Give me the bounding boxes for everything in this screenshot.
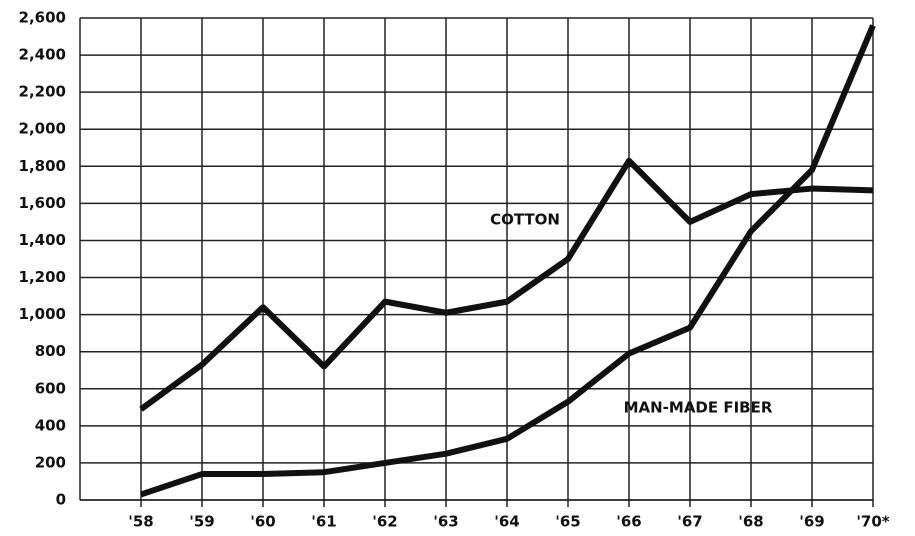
y-tick-label: 1,800: [19, 157, 66, 175]
x-tick-label: '60: [250, 513, 275, 531]
y-tick-label: 2,400: [19, 46, 66, 64]
x-tick-label: '70*: [856, 513, 889, 531]
x-tick-label: '64: [494, 513, 519, 531]
y-tick-label: 1,200: [19, 268, 66, 286]
y-tick-label: 1,600: [19, 194, 66, 212]
series-line: [139, 157, 874, 412]
x-tick-label: '66: [616, 513, 641, 531]
x-tick-label: '59: [189, 513, 214, 531]
y-tick-label: 2,000: [19, 120, 66, 138]
y-tick-label: 2,600: [19, 9, 66, 27]
series-line: [140, 24, 876, 498]
y-tick-label: 800: [35, 342, 66, 360]
x-tick-label: '68: [738, 513, 763, 531]
y-tick-label: 0: [56, 491, 66, 509]
series-label: MAN-MADE FIBER: [624, 399, 773, 417]
x-tick-label: '62: [372, 513, 397, 531]
y-tick-label: 1,000: [19, 305, 66, 323]
x-tick-label: '63: [433, 513, 458, 531]
x-tick-label: '58: [128, 513, 153, 531]
y-tick-label: 2,200: [19, 83, 66, 101]
y-tick-label: 600: [35, 379, 66, 397]
x-tick-label: '61: [311, 513, 336, 531]
y-tick-label: 400: [35, 416, 66, 434]
x-tick-label: '69: [799, 513, 824, 531]
series-label: COTTON: [490, 211, 560, 229]
x-tick-label: '67: [677, 513, 702, 531]
y-tick-label: 200: [35, 453, 66, 471]
x-tick-label: '65: [555, 513, 580, 531]
y-tick-label: 1,400: [19, 231, 66, 249]
